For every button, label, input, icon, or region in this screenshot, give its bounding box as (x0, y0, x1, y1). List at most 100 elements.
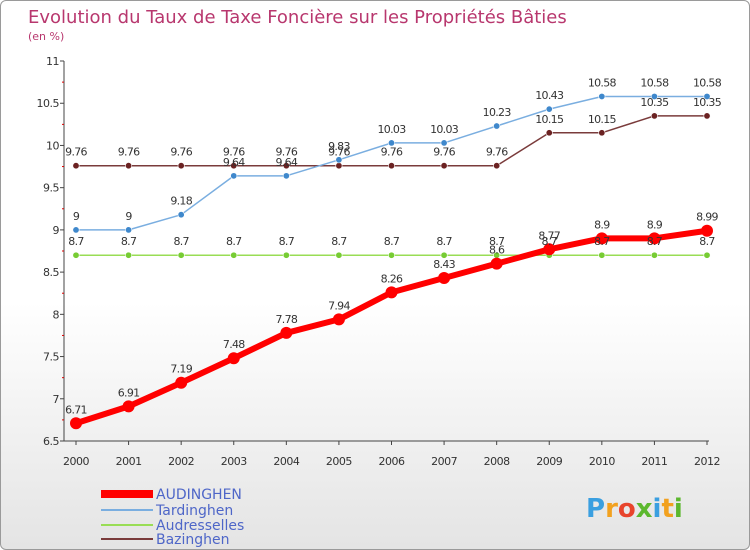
series-line-audinghen (73, 227, 710, 427)
data-point (72, 251, 80, 259)
data-label: 10.58 (588, 76, 617, 89)
data-label: 9.64 (223, 156, 245, 169)
data-label: 10.03 (430, 123, 459, 136)
data-point (177, 211, 185, 219)
data-label: 8.7 (279, 235, 295, 248)
x-tick-label: 2006 (379, 455, 405, 468)
logo-letter: i (674, 494, 683, 524)
x-tick-label: 2011 (641, 455, 667, 468)
data-point (598, 129, 606, 137)
data-label: 8.7 (173, 235, 189, 248)
data-labels: 8.7 8.7 8.7 8.7 8.7 8.7 8.7 8.7 8.7 8.7 8.7 8.7 8.7 9… (65, 76, 722, 416)
data-point (701, 224, 713, 237)
y-tick-label: 11 (46, 55, 59, 68)
data-point (545, 105, 553, 113)
data-point (227, 352, 240, 365)
data-point (177, 162, 185, 170)
data-label: 10.43 (535, 89, 564, 102)
logo-letter: P (586, 494, 605, 524)
data-point (385, 286, 398, 299)
series-layer (70, 92, 713, 430)
x-tick-label: 2004 (273, 455, 299, 468)
data-label: 6.91 (118, 386, 140, 399)
data-label: 7.94 (328, 299, 350, 312)
data-point (387, 251, 395, 259)
data-label: 8.26 (381, 272, 403, 285)
data-point (125, 251, 133, 259)
data-point (335, 251, 343, 259)
data-label: 8.7 (331, 235, 347, 248)
data-label: 8.7 (542, 235, 558, 248)
x-tick-label: 2005 (326, 455, 352, 468)
data-point (335, 162, 343, 170)
data-label: 9.76 (486, 146, 508, 159)
x-tick-label: 2002 (168, 455, 194, 468)
y-tick-label: 10 (46, 139, 59, 152)
x-tick-label: 2001 (116, 455, 142, 468)
data-label: 9.76 (223, 146, 245, 159)
y-tick-label: 7 (53, 393, 60, 406)
data-point (72, 162, 80, 170)
x-tick-label: 2000 (63, 455, 89, 468)
data-point (175, 376, 188, 389)
data-point (282, 172, 290, 180)
data-label: 8.7 (489, 235, 505, 248)
data-point (230, 162, 238, 170)
x-tick-label: 2010 (589, 455, 615, 468)
chart-subtitle: (en %) (28, 30, 64, 43)
axes: 6.5 7 7.5 8 8.5 9 9.5 10 10.5 11 2000 2001 2002 2003 2… (37, 55, 721, 468)
data-label: 8.99 (696, 211, 718, 224)
chart-title: Evolution du Taux de Taxe Foncière sur l… (28, 7, 567, 28)
data-point (125, 162, 133, 170)
y-tick-label: 9 (53, 224, 60, 237)
y-tick-label: 8.5 (43, 266, 59, 279)
data-point (440, 162, 448, 170)
legend-label: AUDINGHEN (156, 487, 242, 503)
data-label: 9.64 (275, 156, 297, 169)
data-label: 8.7 (594, 235, 610, 248)
y-tick-label: 8 (53, 308, 60, 321)
logo-letter: o (618, 494, 636, 524)
data-point (598, 251, 606, 259)
data-point (177, 251, 185, 259)
data-point (335, 156, 343, 164)
data-point (703, 92, 711, 100)
logo-letter: i (653, 494, 662, 524)
data-label: 10.35 (640, 96, 669, 109)
data-label: 10.58 (640, 76, 669, 89)
data-point (595, 232, 608, 245)
data-label: 7.78 (275, 313, 297, 326)
x-tick-label: 2007 (431, 455, 457, 468)
data-point (650, 112, 658, 120)
legend-label: Tardinghen (155, 503, 233, 519)
data-label: 7.19 (170, 363, 192, 376)
data-point (650, 251, 658, 259)
data-point (230, 172, 238, 180)
data-label: 8.7 (699, 235, 715, 248)
data-point (703, 112, 711, 120)
x-tick-label: 2008 (484, 455, 510, 468)
logo-letter: x (636, 494, 653, 524)
data-label: 8.7 (384, 235, 400, 248)
y-tick-label: 9.5 (43, 182, 59, 195)
data-point (282, 162, 290, 170)
data-label: 8.6 (489, 244, 505, 257)
data-point (440, 139, 448, 147)
data-label: 9.76 (118, 146, 140, 159)
data-label: 9.76 (381, 146, 403, 159)
x-tick-label: 2012 (694, 455, 720, 468)
logo-letter: r (605, 494, 618, 524)
data-point (490, 257, 503, 270)
data-point (438, 272, 451, 285)
data-label: 10.35 (693, 96, 722, 109)
data-point (598, 92, 606, 100)
data-label: 8.7 (647, 235, 663, 248)
data-label: 8.9 (647, 218, 663, 231)
data-point (332, 313, 345, 326)
data-label: 8.7 (68, 235, 84, 248)
data-point (122, 400, 135, 413)
data-label: 7.48 (223, 338, 245, 351)
data-label: 8.7 (121, 235, 137, 248)
y-tick-label: 10.5 (37, 97, 60, 110)
